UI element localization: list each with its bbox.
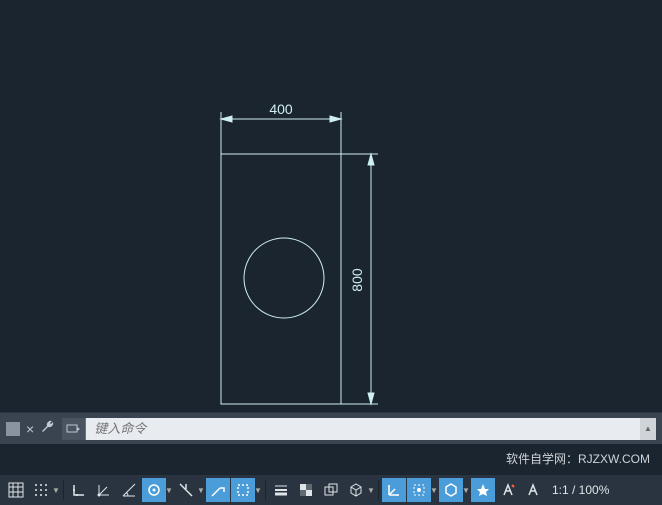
history-text: [65, 374, 285, 392]
dynamic-icon[interactable]: [206, 478, 230, 502]
ortho-icon[interactable]: [67, 478, 91, 502]
3d-icon[interactable]: [344, 478, 368, 502]
dropdown-icon[interactable]: ▼: [254, 486, 262, 495]
anno2-icon[interactable]: [521, 478, 545, 502]
anno-icon[interactable]: [496, 478, 520, 502]
grid-icon[interactable]: [4, 478, 28, 502]
transparency-icon[interactable]: [294, 478, 318, 502]
wrench-icon[interactable]: [40, 419, 56, 438]
dim-height-text: 800: [349, 268, 365, 292]
dropdown-icon[interactable]: ▼: [462, 486, 470, 495]
history-text: [65, 356, 131, 374]
selection-icon[interactable]: [231, 478, 255, 502]
dropdown-icon[interactable]: ▼: [52, 486, 60, 495]
dimension-width: [221, 112, 341, 154]
watermark: 软件自学网：RJZXW.COM: [506, 450, 650, 467]
watermark-label: 软件自学网：: [506, 452, 578, 466]
osnap-icon[interactable]: [142, 478, 166, 502]
nav-icon[interactable]: [439, 478, 463, 502]
angle-icon[interactable]: [117, 478, 141, 502]
rect-shape: [221, 154, 341, 404]
gizmo-icon[interactable]: [407, 478, 431, 502]
zoom-level[interactable]: 1:1 / 100%: [546, 483, 615, 497]
filter-icon[interactable]: [471, 478, 495, 502]
dropdown-icon[interactable]: ▼: [367, 486, 375, 495]
status-bar: ▼ ▼ ▼ ▼ ▼ ▼ ▼ 1:1 / 100%: [0, 475, 662, 505]
dropdown-icon[interactable]: ▼: [430, 486, 438, 495]
dropdown-icon[interactable]: ▼: [165, 486, 173, 495]
otrack-icon[interactable]: [174, 478, 198, 502]
cycling-icon[interactable]: [319, 478, 343, 502]
lineweight-icon[interactable]: [269, 478, 293, 502]
polar-icon[interactable]: [92, 478, 116, 502]
cmd-prefix-icon[interactable]: [62, 418, 86, 440]
command-input[interactable]: [86, 418, 640, 440]
history-text: [65, 392, 175, 410]
cmd-handle-icon[interactable]: [6, 422, 20, 436]
cmd-scroll-up[interactable]: ▲: [640, 418, 656, 440]
dim-width-text: 400: [269, 101, 293, 117]
dropdown-icon[interactable]: ▼: [197, 486, 205, 495]
command-bar: × ▲: [0, 412, 662, 444]
circle-shape: [244, 238, 324, 318]
command-input-wrap: ▲: [62, 418, 656, 440]
watermark-url: RJZXW.COM: [578, 452, 650, 466]
snap-icon[interactable]: [29, 478, 53, 502]
drawing-canvas[interactable]: 400 800: [0, 0, 662, 412]
ucs-icon[interactable]: [382, 478, 406, 502]
close-icon[interactable]: ×: [26, 421, 34, 437]
